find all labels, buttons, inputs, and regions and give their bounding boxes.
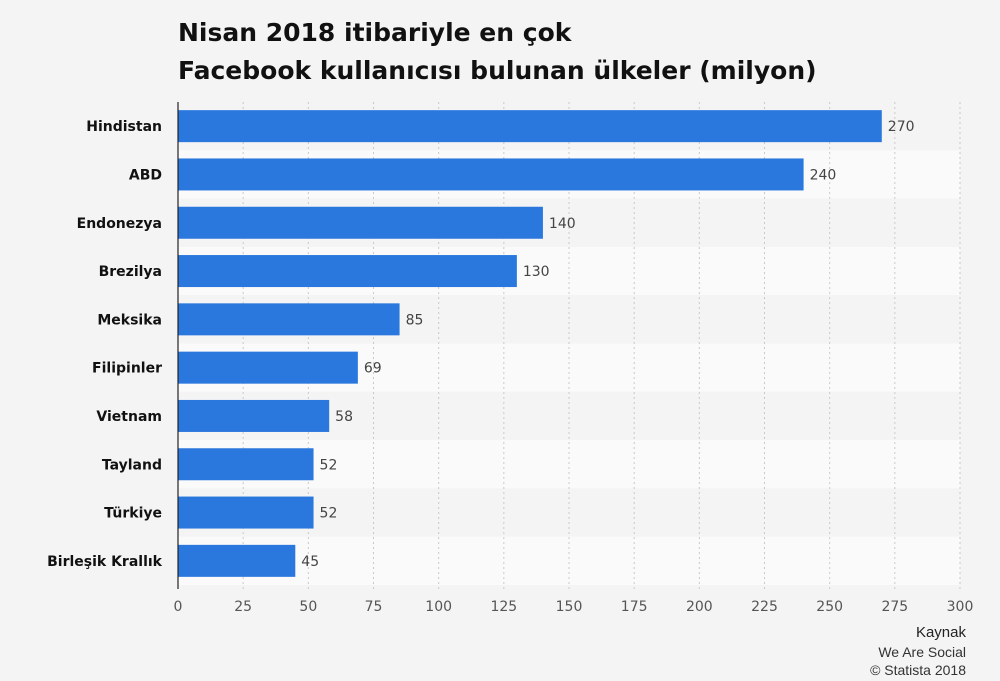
bars xyxy=(178,110,882,577)
x-tick-label: 50 xyxy=(299,599,317,615)
x-tick-label: 225 xyxy=(751,599,778,615)
category-labels: Hindistan ABD Endonezya Brezilya Meksika Fili… xyxy=(47,119,163,570)
value-label: 69 xyxy=(364,361,382,377)
x-tick-label: 250 xyxy=(816,599,843,615)
value-label: 270 xyxy=(888,119,915,135)
bar xyxy=(178,399,330,432)
chart-title-line-2: Facebook kullanıcısı bulunan ülkeler (mi… xyxy=(178,56,817,85)
value-label: 140 xyxy=(549,216,576,232)
x-tick-label: 75 xyxy=(365,599,383,615)
value-label: 52 xyxy=(320,506,338,522)
x-tick-label: 200 xyxy=(686,599,713,615)
category-label: Meksika xyxy=(97,312,162,328)
chart-title-line-1: Nisan 2018 itibariyle en çok xyxy=(178,18,572,47)
value-label: 45 xyxy=(301,554,319,570)
category-label: Brezilya xyxy=(99,264,162,280)
x-tick-label: 275 xyxy=(881,599,908,615)
source-line-1: We Are Social xyxy=(878,644,966,660)
category-label: Vietnam xyxy=(96,409,162,425)
category-label: ABD xyxy=(129,167,162,183)
row-band xyxy=(178,536,960,585)
bar xyxy=(178,351,358,384)
value-labels: 270 240 140 130 85 69 58 52 52 45 xyxy=(301,119,914,570)
x-tick-label: 150 xyxy=(556,599,583,615)
source-line-2: © Statista 2018 xyxy=(870,662,966,678)
source-block: Kaynak We Are Social © Statista 2018 xyxy=(870,622,966,679)
value-label: 52 xyxy=(320,457,338,473)
x-tick-labels: 0 25 50 75 100 125 150 175 200 225 250 275 300 xyxy=(174,599,974,615)
x-tick-label: 125 xyxy=(490,599,517,615)
value-label: 58 xyxy=(335,409,353,425)
x-tick-label: 100 xyxy=(425,599,452,615)
category-label: Tayland xyxy=(102,457,162,473)
category-label: Türkiye xyxy=(104,506,162,522)
x-tick-label: 300 xyxy=(947,599,974,615)
x-tick-label: 175 xyxy=(621,599,648,615)
bar xyxy=(178,496,314,529)
value-label: 85 xyxy=(406,312,424,328)
bar xyxy=(178,303,400,336)
category-label: Filipinler xyxy=(92,361,162,377)
chart-title: Nisan 2018 itibariyle en çok Facebook ku… xyxy=(178,14,817,90)
x-tick-label: 0 xyxy=(174,599,183,615)
bar xyxy=(178,544,296,577)
value-label: 130 xyxy=(523,264,550,280)
bar xyxy=(178,110,882,143)
value-label: 240 xyxy=(810,167,837,183)
bar xyxy=(178,448,314,481)
bar xyxy=(178,158,804,191)
category-label: Hindistan xyxy=(86,119,162,135)
source-heading: Kaynak xyxy=(915,624,966,641)
bar-chart: Hindistan ABD Endonezya Brezilya Meksika Fili… xyxy=(47,102,974,615)
category-label: Endonezya xyxy=(77,216,162,232)
category-label: Birleşik Krallık xyxy=(47,554,163,570)
bar xyxy=(178,206,543,239)
x-tick-label: 25 xyxy=(234,599,252,615)
bar xyxy=(178,255,517,288)
